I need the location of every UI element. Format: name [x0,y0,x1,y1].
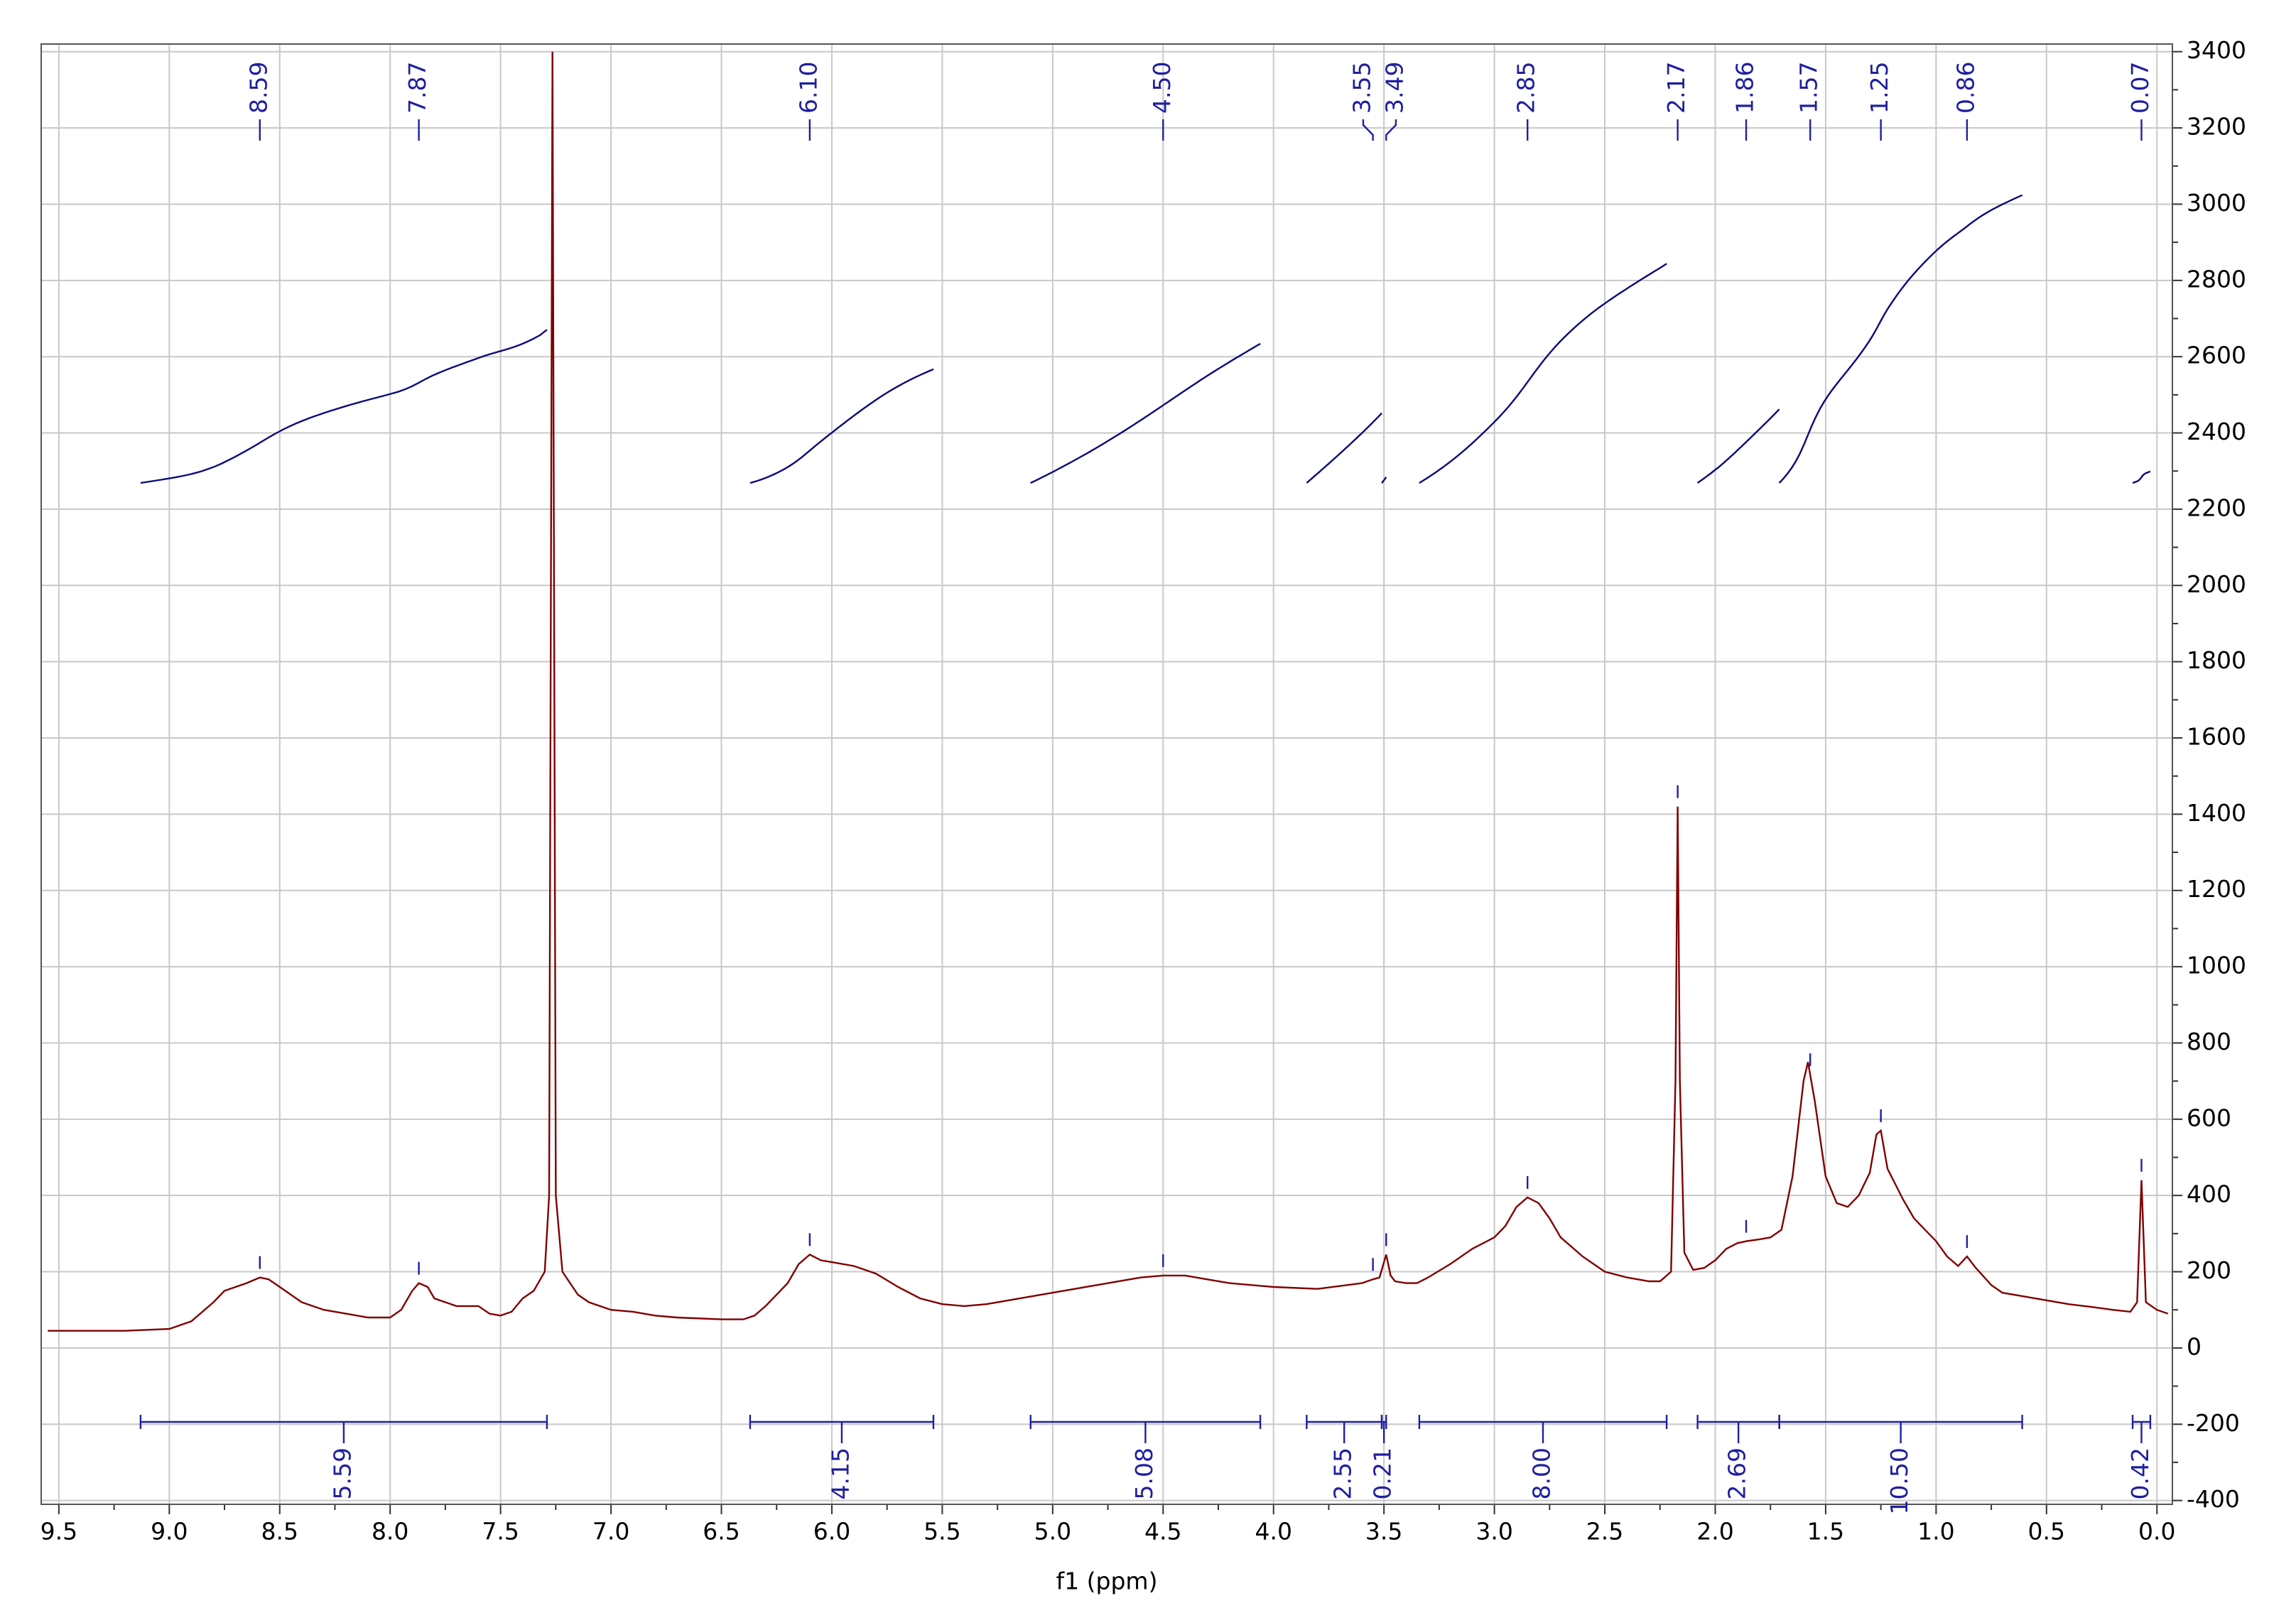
y-tick-label: 2600 [2187,342,2246,369]
y-tick-label: 1800 [2187,646,2246,674]
peak-label: 8.59 [244,62,272,114]
y-tick-label: -200 [2187,1409,2240,1437]
x-tick-label: 1.5 [1807,1518,1844,1545]
x-tick-label: 3.5 [1365,1518,1402,1545]
y-tick-label: 2800 [2187,265,2246,293]
y-tick-label: 3200 [2187,113,2246,141]
y-tick-label: 1000 [2187,952,2246,979]
integral-curve [1381,477,1387,484]
integral-curve [1696,408,1780,484]
peak-label: 1.57 [1795,62,1823,114]
peak-label: 0.86 [1951,62,1979,114]
peak-label: 6.10 [794,62,822,114]
integral-curve [1778,194,2023,484]
integral-curve [749,368,934,484]
peak-label: 7.87 [404,62,431,114]
y-tick-label: 1600 [2187,723,2246,751]
x-tick-label: 4.5 [1144,1518,1181,1545]
y-tick-label: 2000 [2187,570,2246,598]
plot-frame [40,43,2173,1505]
integral-label: 8.00 [1527,1447,1555,1499]
y-tick-label: 1400 [2187,799,2246,827]
x-tick-label: 6.0 [813,1518,850,1545]
integral-curve [1306,412,1382,484]
y-tick-label: 2400 [2187,418,2246,445]
peak-label: 2.85 [1512,62,1540,114]
x-tick-label: 0.0 [2138,1518,2175,1545]
y-tick-label: 400 [2187,1180,2231,1208]
integral-curve [140,329,548,484]
y-tick-label: 600 [2187,1104,2231,1131]
x-tick-label: 4.0 [1255,1518,1292,1545]
integral-label: 0.21 [1369,1447,1397,1499]
y-tick-label: 3400 [2187,36,2246,64]
x-axis-label: f1 (ppm) [1056,1568,1158,1595]
y-tick-label: 3000 [2187,189,2246,217]
integral-label: 2.69 [1723,1447,1751,1499]
peak-label: 3.49 [1380,62,1408,114]
integral-curve [2132,470,2151,484]
integral-label: 10.50 [1885,1447,1913,1514]
x-tick-label: 8.0 [372,1518,408,1545]
y-tick-label: 1200 [2187,875,2246,903]
y-tick-label: 2200 [2187,494,2246,521]
peak-label: 0.07 [2126,62,2154,114]
peak-connector [1362,119,1374,141]
integral-curve [1419,263,1667,484]
x-tick-label: 0.5 [2028,1518,2065,1545]
y-tick-label: 0 [2187,1332,2202,1360]
integral-label: 5.08 [1130,1447,1158,1499]
y-tick-label: 200 [2187,1256,2231,1284]
integral-label: 2.55 [1329,1447,1357,1499]
peak-connector [1385,119,1397,141]
peak-label: 4.50 [1148,62,1176,114]
x-tick-label: 8.5 [261,1518,298,1545]
x-tick-label: 7.5 [482,1518,519,1545]
y-tick-label: 800 [2187,1028,2231,1055]
integral-label: 0.42 [2126,1447,2154,1499]
x-tick-label: 6.5 [703,1518,740,1545]
x-tick-label: 2.0 [1696,1518,1733,1545]
peak-label: 3.55 [1348,62,1375,114]
peak-label: 1.86 [1731,62,1759,114]
y-tick-label: -400 [2187,1485,2240,1513]
peak-label: 1.25 [1866,62,1893,114]
x-tick-label: 7.0 [592,1518,629,1545]
integral-label: 4.15 [826,1447,854,1499]
x-tick-label: 5.0 [1034,1518,1071,1545]
integral-label: 5.59 [328,1447,356,1499]
x-tick-label: 5.5 [924,1518,960,1545]
peak-label: 2.17 [1662,62,1690,114]
x-tick-label: 9.0 [151,1518,188,1545]
x-tick-label: 2.5 [1586,1518,1623,1545]
integral-curve [1030,342,1261,484]
x-tick-label: 9.5 [40,1518,77,1545]
x-tick-label: 1.0 [1917,1518,1954,1545]
x-tick-label: 3.0 [1475,1518,1512,1545]
spectrum-line [48,51,2169,1332]
